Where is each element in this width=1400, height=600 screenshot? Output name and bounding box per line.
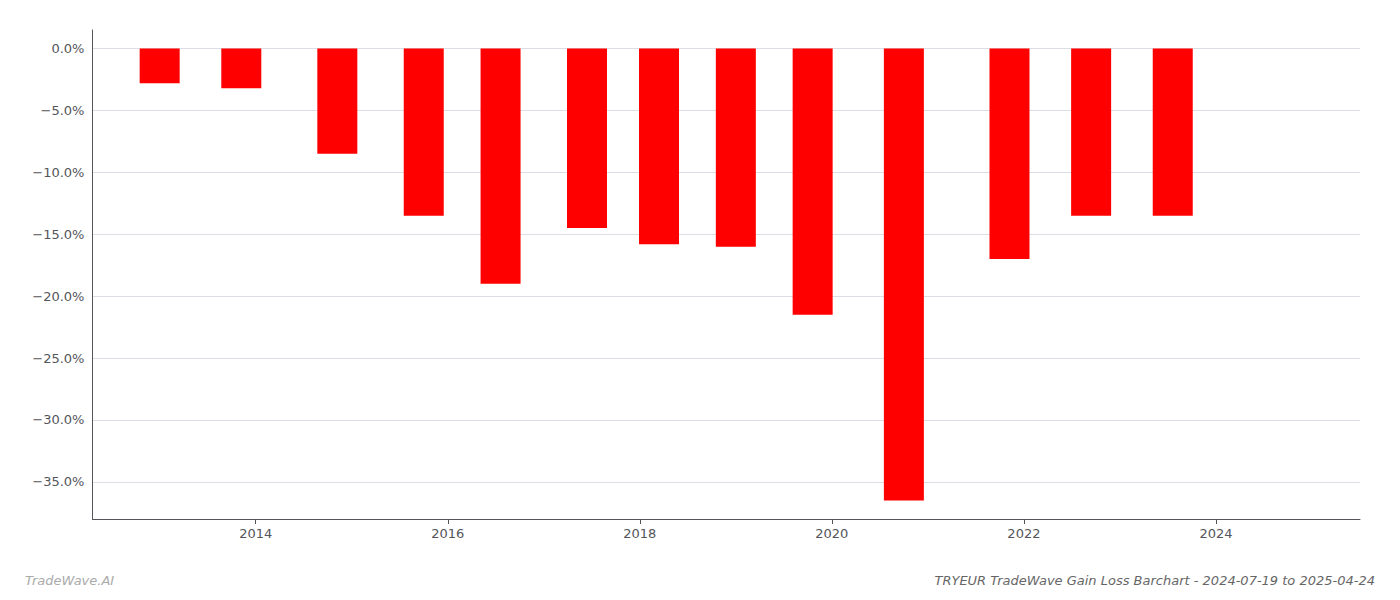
svg-text:0.0%: 0.0% — [51, 41, 84, 56]
svg-text:−20.0%: −20.0% — [32, 289, 84, 304]
svg-text:2018: 2018 — [623, 526, 656, 541]
svg-text:2024: 2024 — [1199, 526, 1232, 541]
svg-text:TradeWave.AI: TradeWave.AI — [25, 573, 114, 588]
svg-text:−35.0%: −35.0% — [32, 474, 84, 489]
svg-text:−5.0%: −5.0% — [41, 103, 85, 118]
svg-text:−25.0%: −25.0% — [32, 351, 84, 366]
svg-text:2016: 2016 — [431, 526, 464, 541]
svg-text:−30.0%: −30.0% — [32, 412, 84, 427]
svg-text:−10.0%: −10.0% — [32, 165, 84, 180]
svg-text:2014: 2014 — [239, 526, 272, 541]
svg-text:TRYEUR TradeWave Gain Loss Bar: TRYEUR TradeWave Gain Loss Barchart - 20… — [934, 573, 1375, 588]
svg-text:2020: 2020 — [815, 526, 848, 541]
svg-text:−15.0%: −15.0% — [32, 227, 84, 242]
svg-text:2022: 2022 — [1007, 526, 1040, 541]
